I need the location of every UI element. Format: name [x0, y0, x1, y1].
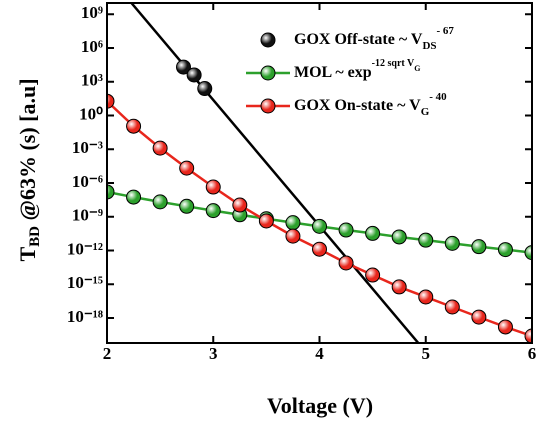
y-tick-label: 10⁻⁹ [72, 206, 103, 225]
series-line [107, 100, 532, 338]
legend-marker [260, 65, 276, 81]
legend-label: GOX On-state ~ VG - 40 [294, 91, 447, 118]
legend-name: MOL ~ exp [294, 64, 372, 81]
y-tick-label: 10⁶ [81, 37, 103, 56]
plot-area [107, 3, 532, 343]
x-tick-label: 5 [422, 344, 431, 363]
legend-sup: - 67 [437, 25, 455, 37]
point [365, 267, 381, 283]
point [152, 194, 168, 210]
legend-sub: G [421, 106, 430, 118]
point [524, 245, 532, 261]
point [471, 239, 487, 255]
point [152, 140, 168, 156]
point [126, 189, 142, 205]
x-tick-label: 4 [315, 344, 324, 363]
legend-marker [260, 98, 276, 114]
point [365, 225, 381, 241]
point [179, 160, 195, 176]
point [444, 299, 460, 315]
x-tick-label: 3 [209, 344, 218, 363]
y-title-sub: BD [27, 226, 43, 247]
point [444, 235, 460, 251]
x-tick-label: 6 [528, 344, 537, 363]
point [391, 279, 407, 295]
point [186, 67, 202, 83]
fit-line [130, 3, 420, 343]
point [524, 328, 532, 343]
point [176, 59, 191, 75]
legend-name: GOX On-state ~ V [294, 97, 421, 114]
y-tick-label: 10⁻⁶ [72, 172, 103, 191]
y-tick-label: 10⁻¹⁵ [67, 273, 103, 292]
point [197, 81, 213, 97]
legend-sup: - 40 [429, 91, 447, 103]
point [338, 255, 354, 271]
point [179, 198, 195, 214]
point [285, 228, 301, 244]
y-tick-label: 10⁰ [79, 104, 103, 123]
y-title-rest: @63% (s) [a.u] [15, 78, 40, 226]
legend-label: GOX Off-state ~ VDS- 67 [294, 25, 454, 52]
point [497, 319, 513, 335]
y-title-main: T [15, 247, 40, 262]
point [418, 289, 434, 305]
point [285, 215, 301, 231]
legend-sub: DS [422, 40, 436, 52]
legend-sup-sub: G [414, 64, 420, 73]
legend-marker [260, 32, 276, 48]
y-tick-label: 10³ [81, 71, 103, 90]
x-tick-label: 2 [103, 344, 112, 363]
point [471, 309, 487, 325]
point [391, 229, 407, 245]
point [418, 232, 434, 248]
point [338, 222, 354, 238]
point [258, 213, 274, 229]
legend-sup: -12 sqrt V [372, 58, 415, 69]
x-axis-title: Voltage (V) [267, 393, 373, 418]
point [205, 203, 221, 219]
point [312, 241, 327, 257]
y-tick-label: 10⁻³ [72, 138, 103, 157]
point [205, 179, 221, 195]
point [107, 93, 115, 109]
y-tick-label: 10⁹ [81, 3, 103, 22]
plot-frame [106, 2, 533, 344]
point [312, 218, 327, 234]
point [497, 242, 513, 258]
y-axis-title: TBD @63% (s) [a.u] [15, 78, 43, 261]
legend-label: MOL ~ exp-12 sqrt VG [294, 58, 420, 80]
point [107, 184, 115, 200]
legend-name: GOX Off-state ~ V [294, 31, 423, 48]
y-tick-label: 10⁻¹⁸ [67, 307, 103, 326]
point [126, 118, 142, 134]
point [232, 197, 248, 213]
y-tick-label: 10⁻¹² [67, 239, 103, 258]
